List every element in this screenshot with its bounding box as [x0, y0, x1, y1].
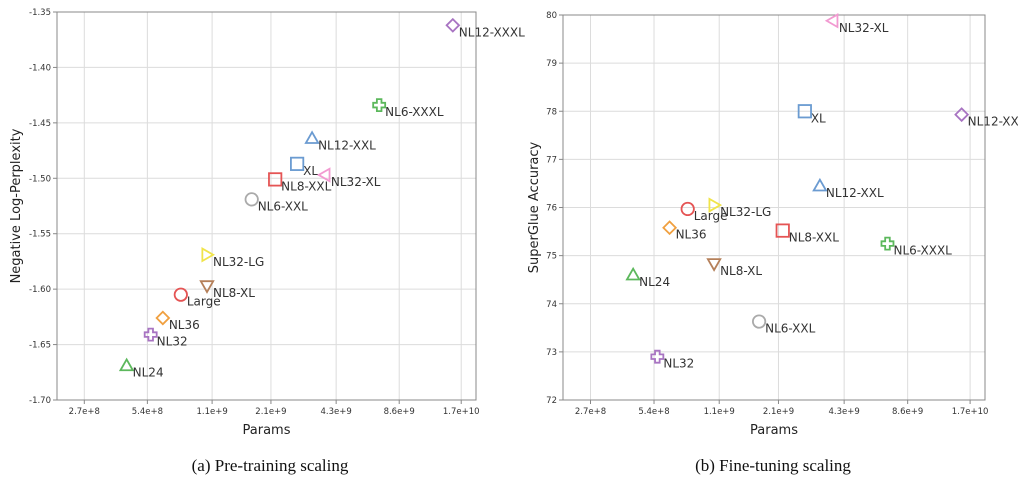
x-tick-label: 4.3e+9: [321, 407, 352, 417]
point-nl36: [155, 310, 171, 326]
point-nl8-xxl: [775, 223, 790, 238]
y-tick-label: -1.50: [29, 174, 51, 184]
point-nl32: [143, 327, 158, 342]
y-tick-label: -1.40: [29, 63, 51, 73]
x-axis-title: Params: [243, 423, 291, 438]
x-tick-label: 2.1e+9: [255, 407, 286, 417]
y-tick-label: 80: [546, 11, 557, 21]
point-xl: [797, 104, 812, 119]
point-label-nl6-xxl: NL6-XXL: [765, 322, 815, 336]
x-tick-label: 1.1e+9: [704, 407, 735, 417]
y-tick-label: 78: [546, 107, 557, 117]
point-nl24: [118, 357, 135, 372]
point-nl12-xxl: [304, 130, 320, 144]
point-nl8-xxl: [268, 172, 283, 187]
point-label-nl8-xxl: NL8-XXL: [789, 231, 839, 245]
point-label-nl8-xxl: NL8-XXL: [281, 179, 331, 193]
point-label-nl36: NL36: [676, 228, 707, 242]
y-tick-label: 79: [546, 59, 557, 69]
x-tick-label: 1.7e+10: [952, 407, 989, 417]
point-nl8-xl: [706, 258, 722, 272]
point-label-nl12-xxxl: NL12-XXXL: [968, 115, 1018, 129]
y-tick-label: -1.35: [29, 8, 51, 18]
point-label-nl32-xl: NL32-XL: [331, 175, 381, 189]
point-label-large: Large: [187, 295, 221, 309]
y-tick-label: 74: [546, 300, 557, 310]
point-nl24: [625, 266, 641, 281]
point-label-xl: XL: [811, 111, 826, 125]
point-label-nl24: NL24: [639, 275, 670, 289]
point-nl8-xl: [199, 280, 215, 294]
y-axis-title: SuperGlue Accuracy: [527, 141, 542, 273]
point-nl32-lg: [201, 247, 216, 263]
point-label-large: Large: [694, 209, 728, 223]
point-label-nl12-xxl: NL12-XXL: [826, 186, 884, 200]
point-label-nl32-lg: NL32-LG: [213, 255, 264, 269]
point-label-nl32: NL32: [663, 357, 694, 371]
point-nl12-xxxl: [954, 107, 970, 123]
x-tick-label: 1.1e+9: [196, 407, 227, 417]
point-nl6-xxl: [752, 314, 767, 329]
point-large: [680, 201, 695, 217]
point-nl32: [650, 349, 665, 364]
chart-pretraining: 2.7e+8 5.4e+8 1.1e+9 2.1e+9 4.3e+9 8.6e+9 1.7e…: [9, 8, 525, 475]
x-tick-label: 2.1e+9: [763, 407, 794, 417]
point-nl36: [662, 220, 678, 236]
x-axis-title: Params: [750, 423, 798, 438]
y-tick-label: -1.55: [29, 230, 51, 240]
point-label-nl12-xxl: NL12-XXL: [318, 138, 376, 152]
point-nl32-xl: [316, 167, 331, 183]
y-tick-label: -1.60: [29, 285, 51, 295]
y-tick-label: 73: [546, 348, 557, 358]
point-label-nl6-xxxl: NL6-XXXL: [893, 244, 952, 258]
point-nl6-xxxl: [880, 236, 895, 251]
point-nl32-xl: [824, 13, 839, 29]
point-nl6-xxxl: [372, 98, 387, 113]
x-tick-label: 1.7e+10: [443, 407, 480, 417]
y-tick-label: -1.65: [29, 341, 51, 351]
point-nl12-xxxl: [445, 17, 461, 33]
point-nl6-xxl: [244, 192, 259, 207]
point-nl12-xxl: [812, 177, 828, 192]
y-tick-label: 76: [546, 204, 557, 214]
chart-finetuning: 2.7e+8 5.4e+8 1.1e+9 2.1e+9 4.3e+9 8.6e+9 1.7e…: [527, 11, 1018, 475]
point-label-nl12-xxxl: NL12-XXXL: [459, 25, 525, 39]
y-tick-label: -1.45: [29, 119, 51, 129]
y-tick-label: -1.70: [29, 396, 51, 406]
x-tick-label: 4.3e+9: [829, 407, 860, 417]
figure-caption: (b) Fine-tuning scaling: [695, 456, 851, 475]
point-label-nl6-xxxl: NL6-XXXL: [385, 105, 444, 119]
x-tick-label: 8.6e+9: [384, 407, 415, 417]
x-tick-label: 2.7e+8: [69, 407, 100, 417]
figure-caption: (a) Pre-training scaling: [192, 456, 349, 475]
point-label-nl32: NL32: [157, 335, 188, 349]
plot-frame: [56, 11, 477, 401]
point-label-nl8-xl: NL8-XL: [213, 286, 255, 300]
y-tick-label: 75: [546, 252, 557, 262]
y-axis-title: Negative Log-Perplexity: [9, 128, 24, 283]
x-tick-label: 2.7e+8: [575, 407, 606, 417]
y-tick-label: 77: [546, 155, 557, 165]
point-nl32-lg: [708, 197, 723, 213]
x-tick-label: 5.4e+8: [638, 407, 669, 417]
x-tick-label: 5.4e+8: [132, 407, 163, 417]
point-label-nl36: NL36: [169, 318, 200, 332]
point-large: [173, 287, 188, 302]
point-label-nl6-xxl: NL6-XXL: [258, 199, 308, 213]
point-label-nl8-xl: NL8-XL: [720, 264, 762, 278]
point-label-nl24: NL24: [133, 366, 164, 380]
point-label-xl: XL: [303, 164, 318, 178]
point-label-nl32-xl: NL32-XL: [839, 21, 889, 35]
y-tick-label: 72: [546, 396, 557, 406]
point-xl: [290, 156, 305, 171]
point-label-nl32-lg: NL32-LG: [720, 205, 771, 219]
x-tick-label: 8.6e+9: [892, 407, 923, 417]
